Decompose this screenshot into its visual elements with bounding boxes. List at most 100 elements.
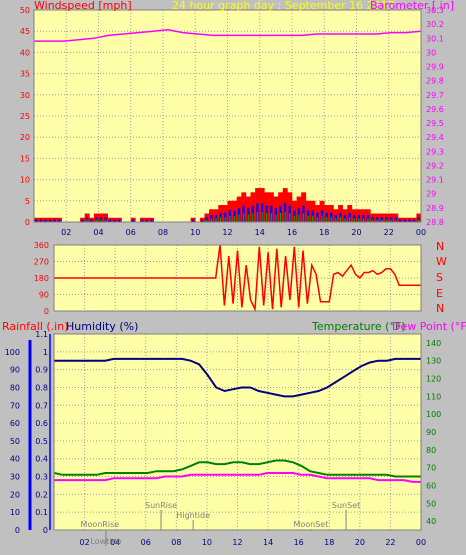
plot3-humidity-tick: 20 xyxy=(10,490,20,499)
moonset-marker: MoonSet xyxy=(293,520,328,529)
windspeed-min-bar xyxy=(330,216,332,222)
windspeed-min-bar xyxy=(86,219,88,222)
windspeed-avg-bar xyxy=(131,219,135,222)
sunrise-marker: SunRise xyxy=(145,501,177,510)
plot3-humidity-tick: 100 xyxy=(5,348,20,357)
plot1-right-tick: 28.8 xyxy=(426,218,444,227)
plot3-right-tick: 70 xyxy=(426,464,436,473)
plot1-left-tick: 45 xyxy=(20,27,30,36)
plot3-x-tick: 08 xyxy=(171,538,181,547)
humidity-label: Humidity (%) xyxy=(66,320,138,333)
plot2-left-tick: 180 xyxy=(34,274,49,283)
plot3-rain-tick: 0.7 xyxy=(35,401,48,410)
plot2-border xyxy=(53,244,422,312)
windspeed-avg-bar xyxy=(44,219,47,222)
hightide-marker: Hightide xyxy=(176,511,210,520)
plot1-x-tick: 00 xyxy=(416,228,426,237)
plot1-x-tick: 06 xyxy=(126,228,136,237)
plot3-x-tick: 00 xyxy=(416,538,426,547)
plot1-left-tick: 50 xyxy=(20,6,30,15)
plot3-humidity-tick: 50 xyxy=(10,437,20,446)
plot2-left-tick: 270 xyxy=(34,258,49,267)
windspeed-min-bar xyxy=(367,218,369,222)
windspeed-min-bar xyxy=(289,213,291,222)
plot1-left-tick: 5 xyxy=(25,197,30,206)
plot3-rain-tick: 0.8 xyxy=(35,383,48,392)
plot1-right-tick: 30.2 xyxy=(426,20,444,29)
plot1-x-tick: 02 xyxy=(61,228,71,237)
plot1-right-tick: 29 xyxy=(426,190,436,199)
plot3-rain-tick: 0.9 xyxy=(35,366,48,375)
windspeed-avg-bar xyxy=(58,219,61,222)
windspeed-avg-bar xyxy=(403,219,407,222)
plot1-x-tick: 22 xyxy=(384,228,394,237)
windspeed-label: Windspeed [mph] xyxy=(34,0,132,12)
windspeed-min-bar xyxy=(242,213,245,222)
windspeed-avg-bar xyxy=(48,219,52,222)
plot1-left-tick: 20 xyxy=(20,133,30,142)
plot3-rain-tick: 0.5 xyxy=(35,437,48,446)
plot2-left-tick: 90 xyxy=(39,291,49,300)
plot1-right-tick: 29.1 xyxy=(426,176,444,185)
plot1-x-tick: 20 xyxy=(351,228,361,237)
plot1-right-tick: 28.9 xyxy=(426,204,444,213)
plot3-x-tick: 02 xyxy=(79,538,89,547)
windspeed-min-bar xyxy=(238,214,240,222)
windspeed-min-bar xyxy=(229,215,231,222)
plot1-right-tick: 29.9 xyxy=(426,63,444,72)
windspeed-min-bar xyxy=(270,213,272,222)
humidity-line xyxy=(54,357,421,398)
windspeed-min-bar xyxy=(302,213,305,222)
plot3-right-tick: 140 xyxy=(426,339,441,348)
plot1-x-tick: 04 xyxy=(93,228,103,237)
plot1-left-tick: 0 xyxy=(25,218,30,227)
plot1-right-tick: 29.4 xyxy=(426,133,444,142)
windspeed-min-bar xyxy=(224,216,226,222)
plot3-right-tick: 90 xyxy=(426,428,436,437)
windspeed-min-bar xyxy=(233,215,236,222)
plot3-right-tick: 130 xyxy=(426,357,441,366)
plot3-humidity-tick: 0 xyxy=(15,526,20,535)
windspeed-avg-bar xyxy=(145,219,149,222)
windspeed-avg-bar xyxy=(150,219,153,222)
plot1-right-tick: 29.6 xyxy=(426,105,444,114)
windspeed-min-bar xyxy=(104,219,107,222)
plot1-left-tick: 10 xyxy=(20,176,30,185)
windspeed-min-bar xyxy=(394,219,397,222)
windspeed-min-bar xyxy=(219,216,222,222)
compass-s: S xyxy=(436,271,443,284)
plot3-x-tick: 06 xyxy=(141,538,151,547)
sunset-marker: SunSet xyxy=(332,501,360,510)
windspeed-min-bar xyxy=(358,218,360,222)
windspeed-min-bar xyxy=(312,215,314,222)
plot2-series xyxy=(54,244,421,313)
windspeed-min-bar xyxy=(390,219,392,222)
plot3-right-tick: 80 xyxy=(426,446,436,455)
windspeed-avg-bar xyxy=(53,219,56,222)
plot1-right-tick: 29.5 xyxy=(426,119,444,128)
windspeed-avg-bar xyxy=(35,219,38,222)
barometer-label: Barometer [.in] xyxy=(370,0,454,12)
dewpoint-label: Dew Point (°F) xyxy=(392,320,466,333)
windspeed-avg-bar xyxy=(39,219,43,222)
windspeed-min-bar xyxy=(275,214,277,222)
compass-w: W xyxy=(436,255,447,268)
plot3-humidity-tick: 90 xyxy=(10,366,20,375)
windspeed-avg-bar xyxy=(141,219,144,222)
windspeed-min-bar xyxy=(247,214,249,222)
windspeed-min-bar xyxy=(252,213,254,222)
plot3-series xyxy=(53,357,421,483)
windspeed-min-bar xyxy=(95,219,97,222)
plot1-left-tick: 35 xyxy=(20,70,30,79)
plot3-rain-tick: 1 xyxy=(43,348,48,357)
plot3-humidity-tick: 60 xyxy=(10,419,20,428)
plot3-rain-tick: 0.3 xyxy=(35,473,48,482)
plot1-left-tick: 15 xyxy=(20,154,30,163)
windspeed-min-bar xyxy=(335,218,337,222)
plot3-right-tick: 60 xyxy=(426,481,436,490)
plot1-left-tick: 30 xyxy=(20,91,30,100)
windspeed-min-bar xyxy=(279,213,282,222)
windspeed-avg-bar xyxy=(399,219,402,222)
windspeed-avg-bar xyxy=(412,219,416,222)
